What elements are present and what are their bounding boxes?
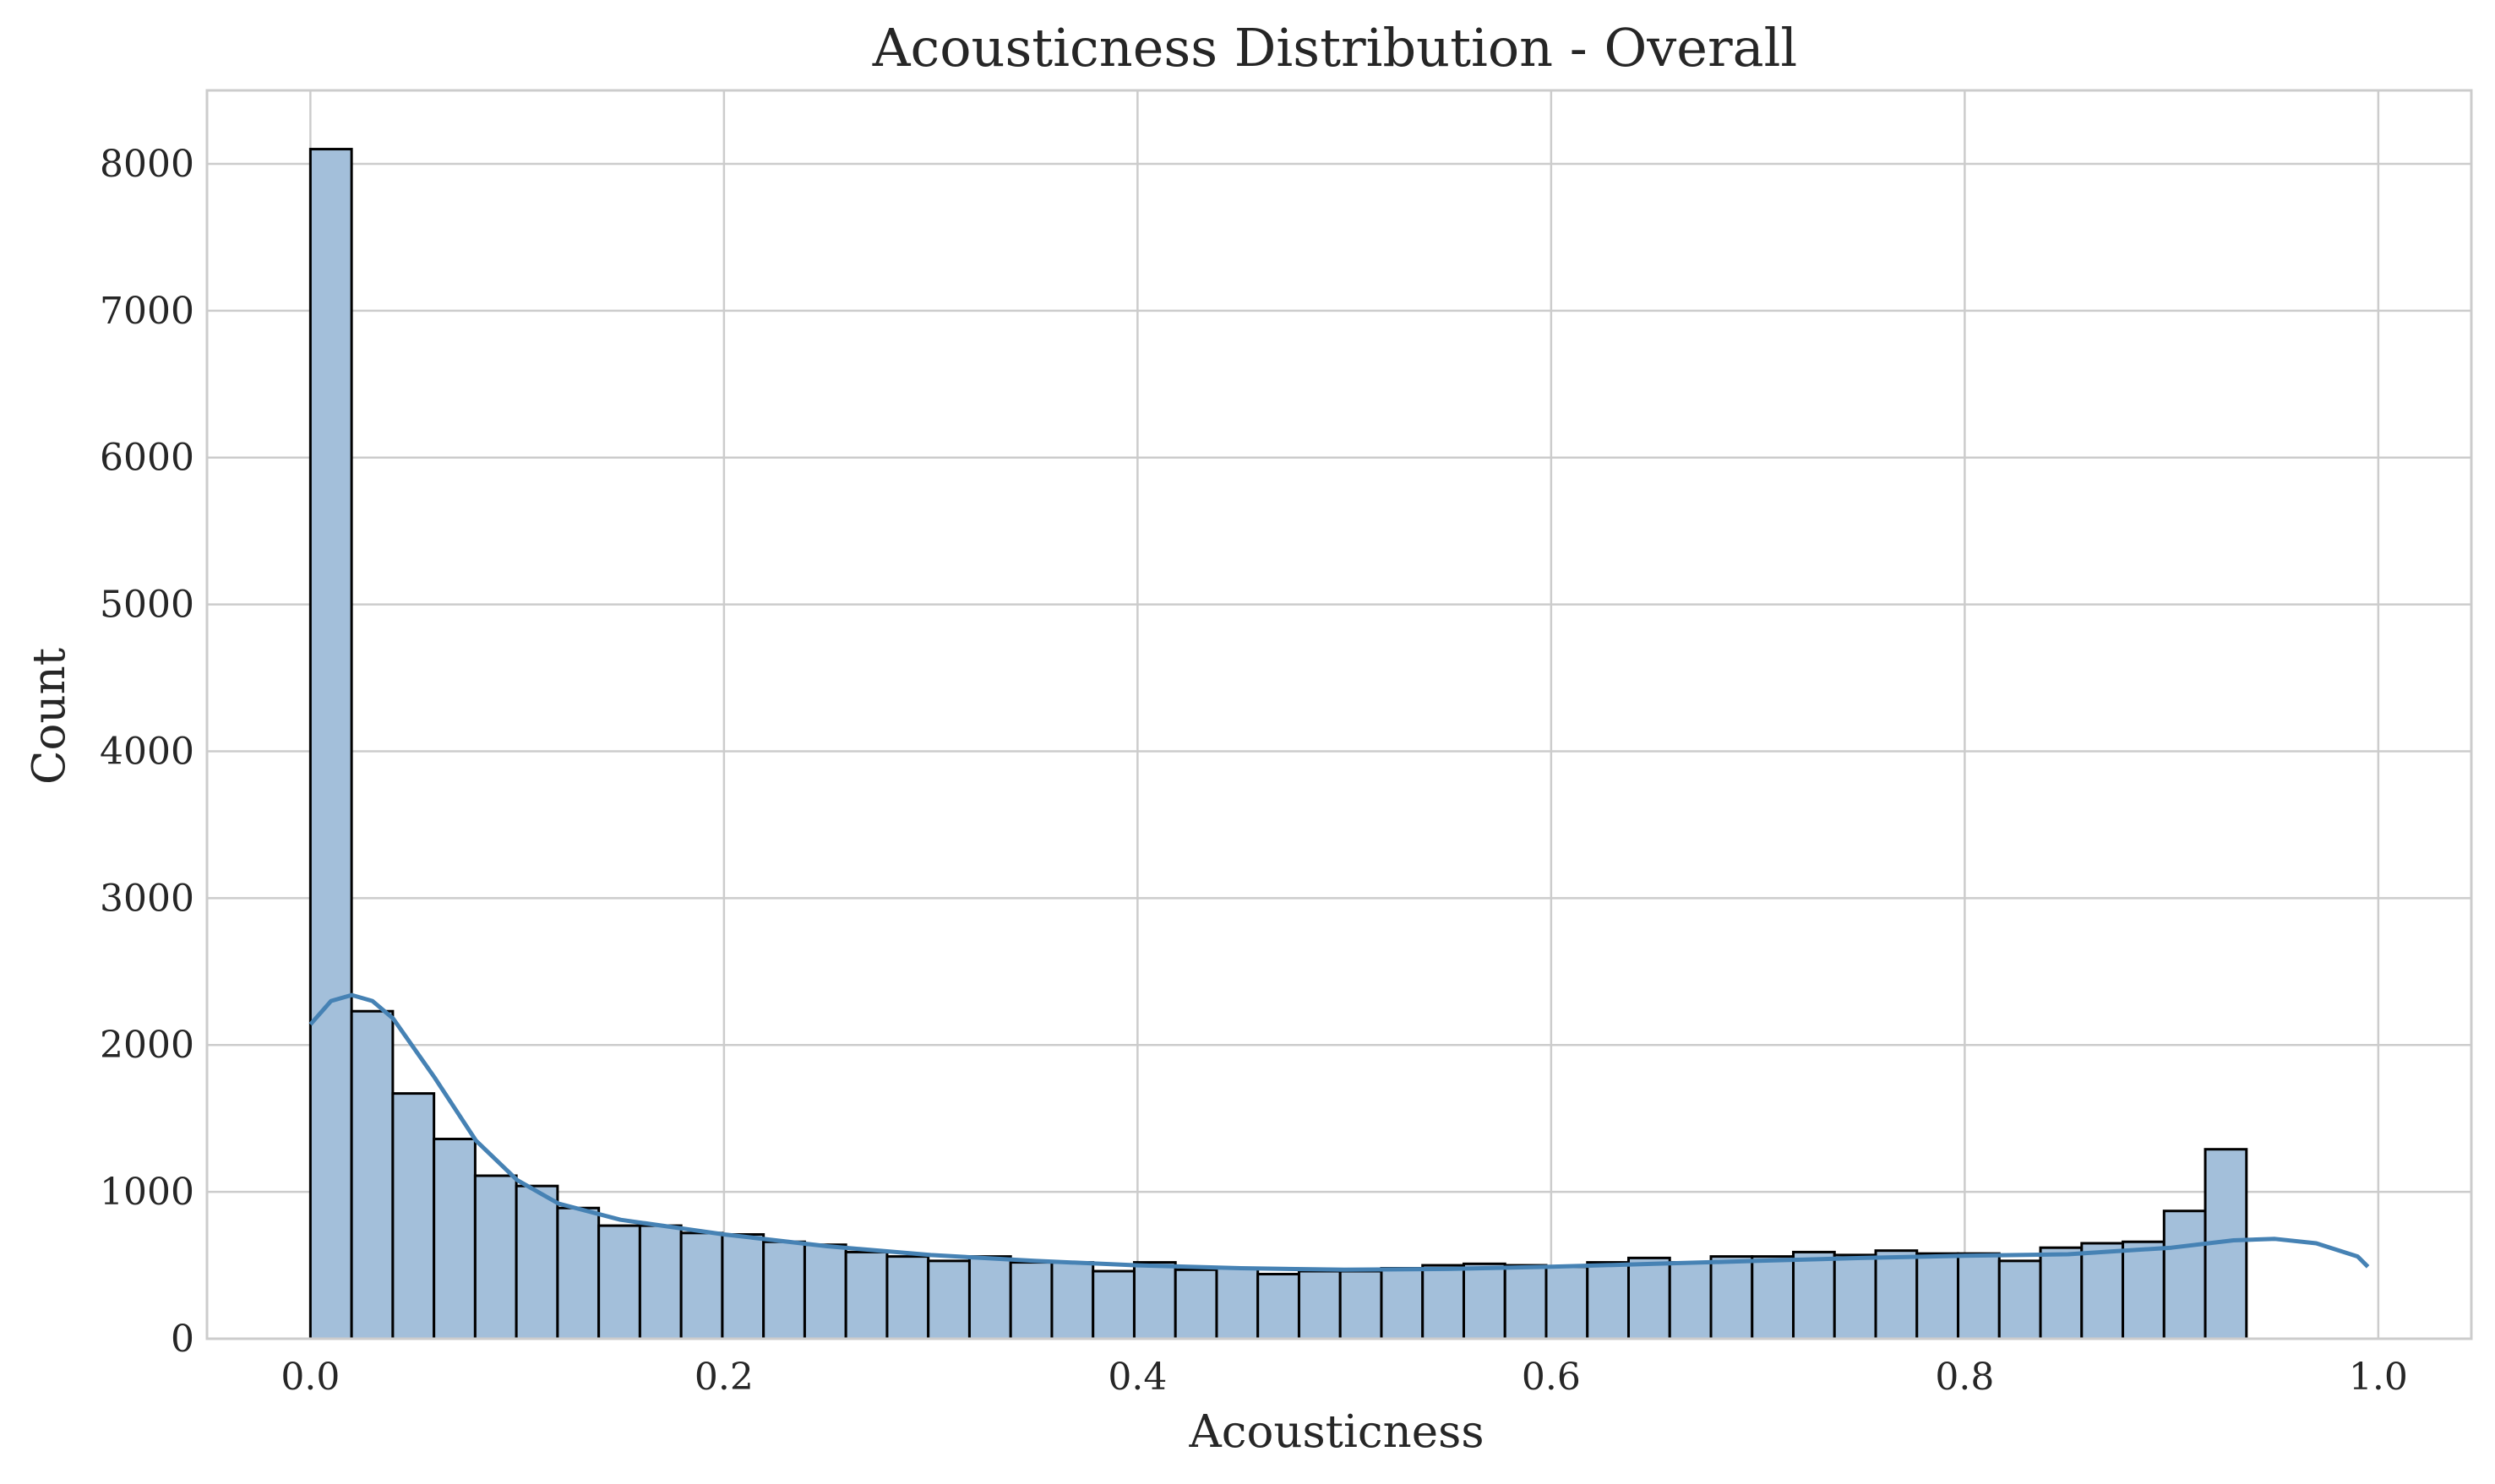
histogram-bar <box>1915 1252 1960 1340</box>
histogram-bar <box>1050 1261 1095 1340</box>
bars-layer <box>308 148 2248 1340</box>
y-tick-label: 4000 <box>100 730 194 773</box>
histogram-bar <box>762 1240 806 1340</box>
plot-frame <box>205 89 2473 1340</box>
y-tick-label: 0 <box>171 1318 194 1361</box>
histogram-bar <box>927 1259 971 1340</box>
y-tick-label: 8000 <box>100 143 194 186</box>
histogram-bar <box>1874 1249 1919 1340</box>
histogram-bar <box>844 1250 889 1340</box>
histogram-bar <box>2039 1246 2084 1340</box>
histogram-bar <box>1380 1267 1425 1340</box>
histogram-bar <box>2162 1209 2207 1340</box>
x-tick-label: 0.6 <box>1522 1356 1581 1399</box>
y-axis-label: Count <box>24 648 75 785</box>
histogram-bar <box>1709 1255 1754 1340</box>
histogram-bar <box>473 1174 518 1340</box>
histogram-bar <box>679 1231 724 1340</box>
histogram-bar <box>1997 1259 2042 1340</box>
histogram-bar <box>556 1206 601 1340</box>
histogram-bar <box>1668 1261 1713 1340</box>
histogram-bar <box>1256 1272 1300 1340</box>
histogram-bar <box>1586 1261 1631 1340</box>
histogram-bar <box>2080 1242 2125 1340</box>
x-tick-label: 0.8 <box>1935 1356 1994 1399</box>
histogram-bar <box>967 1255 1012 1340</box>
histogram-bar <box>1751 1255 1795 1340</box>
histogram-bar <box>350 1009 395 1340</box>
histogram-bar <box>1338 1269 1383 1340</box>
histogram-bar <box>1174 1268 1218 1340</box>
x-tick-label: 1.0 <box>2349 1356 2408 1399</box>
histogram-bar <box>721 1233 765 1340</box>
x-tick-label: 0.2 <box>695 1356 754 1399</box>
histogram-bar <box>597 1224 641 1340</box>
histogram-bar <box>1544 1265 1589 1340</box>
y-tick-label: 1000 <box>100 1171 194 1214</box>
y-tick-label: 6000 <box>100 437 194 480</box>
histogram-bar <box>1503 1264 1548 1340</box>
kde-line <box>308 992 2370 1272</box>
x-axis-label: Acousticness <box>1188 1406 1484 1458</box>
histogram-bar <box>1627 1256 1671 1340</box>
histogram-bar <box>1092 1269 1136 1340</box>
y-tick-label: 3000 <box>100 877 194 920</box>
histogram-bar <box>1833 1253 1877 1340</box>
histogram-bar <box>391 1092 436 1340</box>
histogram-bar <box>308 148 353 1340</box>
histogram-bar <box>2122 1240 2165 1340</box>
histogram-bar <box>1009 1261 1054 1340</box>
ticks-layer: 0 1000 2000 3000 4000 5000 6000 7000 8000 0.0 0.2 0… <box>100 143 2408 1399</box>
histogram-bar <box>433 1138 477 1340</box>
y-tick-label: 2000 <box>100 1024 194 1067</box>
histogram-bar <box>803 1243 847 1340</box>
histogram-bar <box>1792 1250 1836 1340</box>
histogram-bar <box>515 1184 559 1340</box>
histogram-bar <box>1421 1264 1465 1340</box>
x-tick-label: 0.4 <box>1108 1356 1167 1399</box>
histogram-bar <box>638 1224 683 1340</box>
histogram-bar <box>885 1255 930 1340</box>
histogram-bar <box>1132 1261 1177 1340</box>
chart-title: Acousticness Distribution - Overall <box>872 17 1798 79</box>
grid-layer <box>207 90 2471 1340</box>
y-tick-label: 7000 <box>100 290 194 333</box>
y-tick-label: 5000 <box>100 584 194 627</box>
histogram-bar <box>1957 1252 2001 1340</box>
histogram-bar <box>1297 1269 1342 1340</box>
histogram-bar <box>1462 1262 1506 1340</box>
x-tick-label: 0.0 <box>281 1356 340 1399</box>
histogram-bar <box>1215 1267 1260 1340</box>
